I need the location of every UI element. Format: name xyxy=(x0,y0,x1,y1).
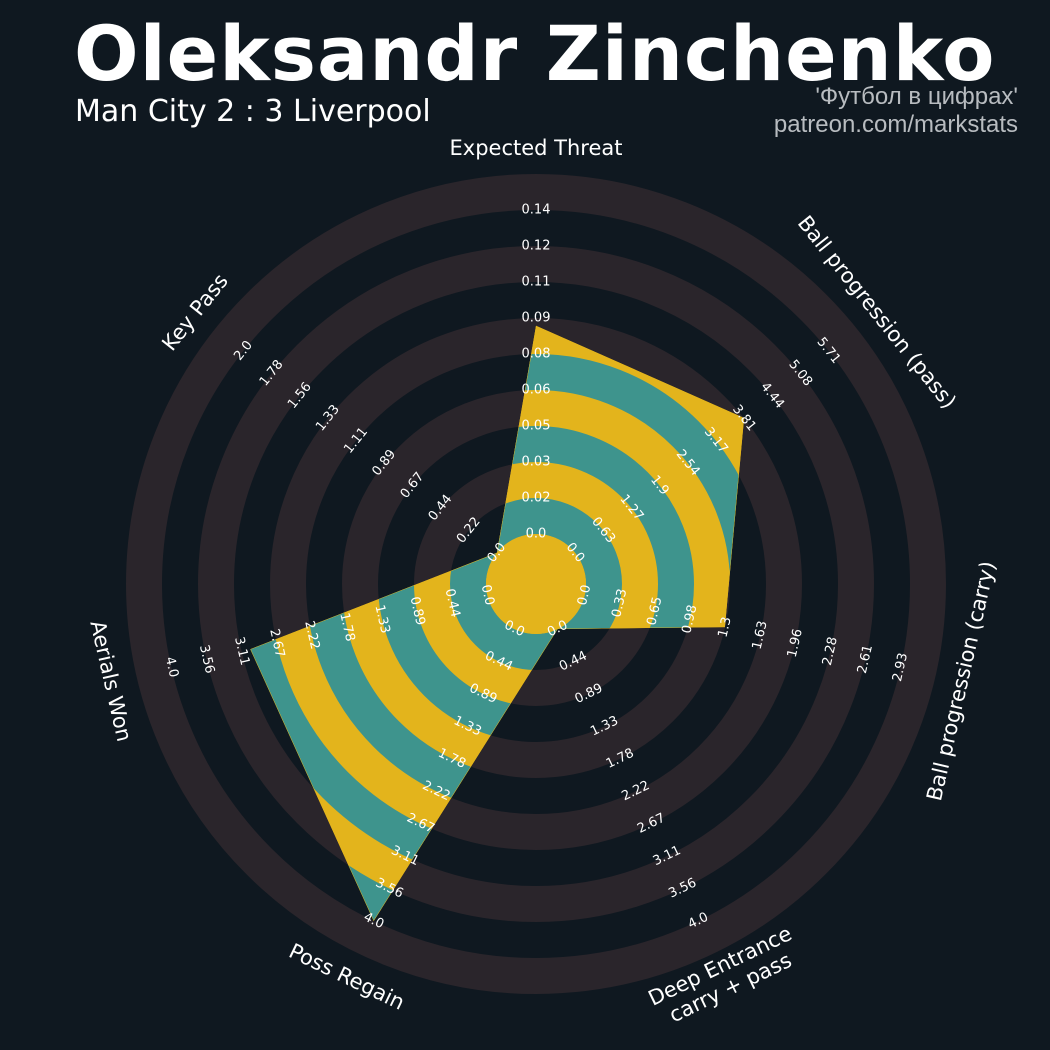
player-title: Oleksandr Zinchenko xyxy=(74,9,996,98)
match-subtitle: Man City 2 : 3 Liverpool xyxy=(75,94,431,129)
radar-fill-band xyxy=(450,498,622,670)
tick-label: 2.22 xyxy=(301,619,322,651)
tick-label: 3.56 xyxy=(196,643,217,675)
tick-label: 0.89 xyxy=(407,595,428,627)
tick-label: 0.44 xyxy=(442,587,463,619)
tick-label: 1.33 xyxy=(371,603,392,635)
tick-label: 1.96 xyxy=(785,627,806,659)
tick-label: 0.09 xyxy=(522,311,551,326)
tick-label: 3.11 xyxy=(231,635,252,667)
radar-center xyxy=(486,534,586,634)
tick-label: 0.65 xyxy=(644,595,665,627)
tick-label: 0.11 xyxy=(522,275,551,290)
tick-label: 0.33 xyxy=(609,587,630,619)
tick-label: 2.93 xyxy=(890,651,911,683)
tick-label: 0.06 xyxy=(522,383,551,398)
tick-label: 0.0 xyxy=(575,583,594,607)
tick-label: 0.03 xyxy=(522,455,551,470)
param-label: Aerials Won xyxy=(85,618,136,744)
tick-label: 0.0 xyxy=(526,527,547,542)
tick-label: 1.78 xyxy=(336,611,357,643)
tick-label: 4.0 xyxy=(162,655,181,679)
tick-label: 2.67 xyxy=(266,627,287,659)
tick-label: 0.14 xyxy=(522,203,551,218)
tick-label: 0.05 xyxy=(522,419,551,434)
param-label: Expected Threat xyxy=(450,136,623,160)
tick-label: 0.02 xyxy=(522,491,551,506)
ring-band xyxy=(126,174,946,994)
tick-label: 1.63 xyxy=(750,619,771,651)
tick-label: 0.12 xyxy=(522,239,551,254)
tick-label: 1.3 xyxy=(715,615,734,639)
tick-label: 0.08 xyxy=(522,347,551,362)
ring-band xyxy=(198,246,874,922)
tick-label: 2.61 xyxy=(855,643,876,675)
tick-label: 2.28 xyxy=(820,635,841,667)
tick-label: 0.98 xyxy=(679,603,700,635)
patreon-credit: patreon.com/markstats xyxy=(773,111,1018,138)
tick-label: 0.0 xyxy=(478,583,497,607)
source-credit: 'Футбол в цифрах' xyxy=(815,83,1018,110)
